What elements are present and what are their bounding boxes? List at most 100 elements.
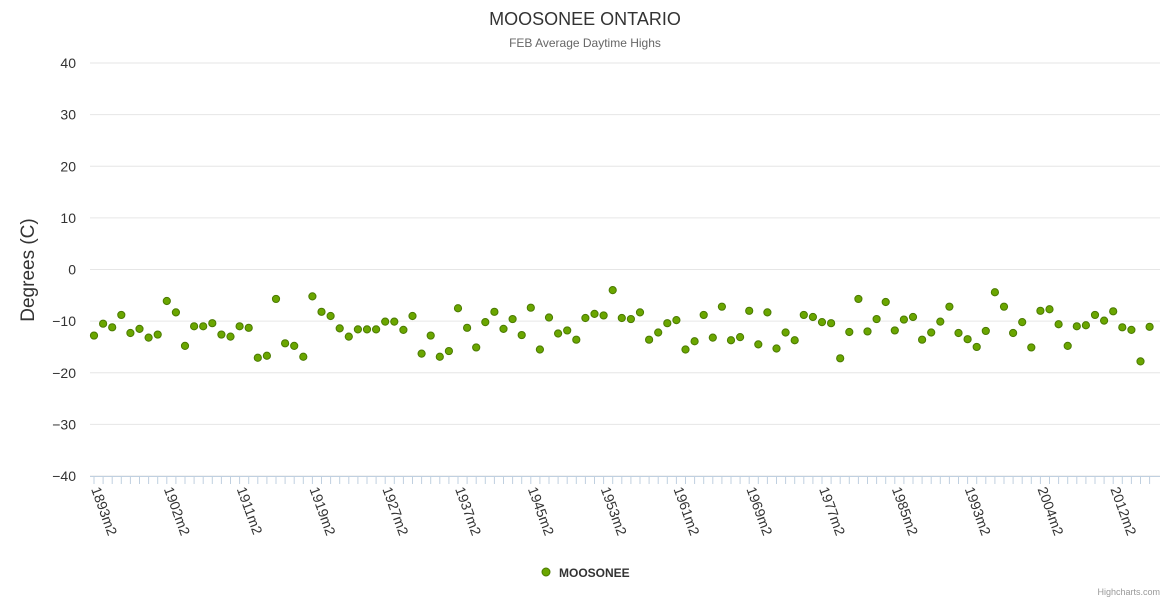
data-point[interactable]	[281, 339, 290, 348]
data-point[interactable]	[954, 328, 963, 338]
data-point[interactable]	[1054, 320, 1063, 329]
data-point[interactable]	[217, 330, 226, 339]
data-point[interactable]	[572, 335, 581, 344]
data-point[interactable]	[1090, 310, 1100, 320]
data-point[interactable]	[836, 354, 845, 363]
data-point[interactable]	[426, 331, 435, 340]
data-point[interactable]	[1036, 306, 1045, 315]
data-point[interactable]	[171, 308, 180, 317]
data-point[interactable]	[626, 314, 636, 324]
series-moosonee-points[interactable]	[89, 286, 1154, 366]
data-point[interactable]	[1145, 322, 1154, 331]
data-point[interactable]	[508, 314, 517, 324]
data-point[interactable]	[226, 332, 235, 341]
data-point[interactable]	[608, 286, 617, 295]
data-point[interactable]	[918, 335, 927, 344]
data-point[interactable]	[372, 325, 381, 334]
data-point[interactable]	[126, 328, 135, 338]
data-point[interactable]	[763, 308, 772, 317]
credits-link[interactable]: Highcharts.com	[1097, 587, 1160, 597]
data-point[interactable]	[253, 353, 262, 362]
data-point[interactable]	[353, 325, 362, 334]
data-point[interactable]	[772, 344, 781, 353]
data-point[interactable]	[190, 322, 199, 331]
legend-label-moosonee[interactable]: MOOSONEE	[559, 566, 630, 580]
data-point[interactable]	[990, 288, 1000, 297]
data-point[interactable]	[408, 311, 417, 321]
data-point[interactable]	[1072, 322, 1081, 331]
data-point[interactable]	[681, 345, 690, 354]
data-point[interactable]	[863, 327, 872, 336]
data-point[interactable]	[472, 343, 481, 352]
data-point[interactable]	[481, 318, 490, 327]
data-point[interactable]	[1045, 305, 1054, 314]
data-point[interactable]	[690, 337, 699, 346]
data-point[interactable]	[872, 314, 881, 324]
data-point[interactable]	[908, 312, 918, 322]
data-point[interactable]	[1136, 357, 1145, 366]
data-point[interactable]	[99, 319, 108, 328]
data-point[interactable]	[1100, 316, 1109, 325]
data-point[interactable]	[945, 302, 954, 311]
data-point[interactable]	[754, 340, 763, 349]
data-point[interactable]	[790, 336, 799, 345]
data-point[interactable]	[499, 324, 508, 333]
data-point[interactable]	[672, 315, 681, 325]
data-point[interactable]	[117, 310, 126, 320]
data-point[interactable]	[899, 315, 909, 324]
data-point[interactable]	[490, 307, 499, 316]
data-point[interactable]	[699, 310, 708, 320]
data-point[interactable]	[845, 327, 854, 337]
data-point[interactable]	[235, 322, 244, 331]
data-point[interactable]	[344, 332, 353, 341]
data-point[interactable]	[745, 306, 754, 315]
data-point[interactable]	[581, 313, 590, 323]
data-point[interactable]	[1063, 341, 1072, 351]
data-point[interactable]	[1018, 318, 1027, 327]
data-point[interactable]	[362, 325, 372, 334]
data-point[interactable]	[590, 309, 599, 318]
data-point[interactable]	[108, 323, 117, 332]
data-point[interactable]	[390, 317, 399, 326]
data-point[interactable]	[563, 326, 572, 335]
data-point[interactable]	[881, 297, 890, 307]
data-point[interactable]	[317, 307, 326, 316]
data-point[interactable]	[1109, 307, 1118, 316]
data-point[interactable]	[290, 341, 299, 351]
legend-marker[interactable]	[541, 567, 551, 577]
data-point[interactable]	[89, 331, 99, 340]
data-point[interactable]	[554, 329, 563, 338]
data-point[interactable]	[936, 317, 945, 326]
data-point[interactable]	[972, 342, 981, 352]
data-point[interactable]	[162, 296, 171, 306]
data-point[interactable]	[736, 333, 745, 342]
data-point[interactable]	[1027, 343, 1036, 352]
data-point[interactable]	[199, 322, 208, 331]
data-point[interactable]	[654, 328, 663, 337]
data-point[interactable]	[144, 333, 153, 342]
data-point[interactable]	[1009, 328, 1018, 338]
data-point[interactable]	[808, 312, 818, 322]
data-point[interactable]	[717, 302, 727, 311]
data-point[interactable]	[599, 311, 608, 320]
data-point[interactable]	[271, 294, 281, 304]
data-point[interactable]	[645, 335, 654, 344]
data-point[interactable]	[817, 318, 827, 327]
data-point[interactable]	[453, 304, 463, 313]
data-point[interactable]	[526, 303, 535, 312]
data-point[interactable]	[153, 330, 162, 339]
data-point[interactable]	[244, 323, 253, 332]
data-point[interactable]	[444, 346, 453, 356]
data-point[interactable]	[854, 294, 863, 304]
data-point[interactable]	[635, 308, 645, 317]
data-point[interactable]	[927, 328, 936, 337]
data-point[interactable]	[417, 349, 426, 358]
data-point[interactable]	[726, 336, 736, 345]
data-point[interactable]	[890, 326, 899, 335]
data-point[interactable]	[180, 341, 190, 351]
data-point[interactable]	[708, 333, 717, 342]
data-point[interactable]	[1127, 325, 1136, 335]
data-point[interactable]	[981, 326, 990, 336]
data-point[interactable]	[963, 335, 972, 344]
data-point[interactable]	[999, 302, 1009, 311]
